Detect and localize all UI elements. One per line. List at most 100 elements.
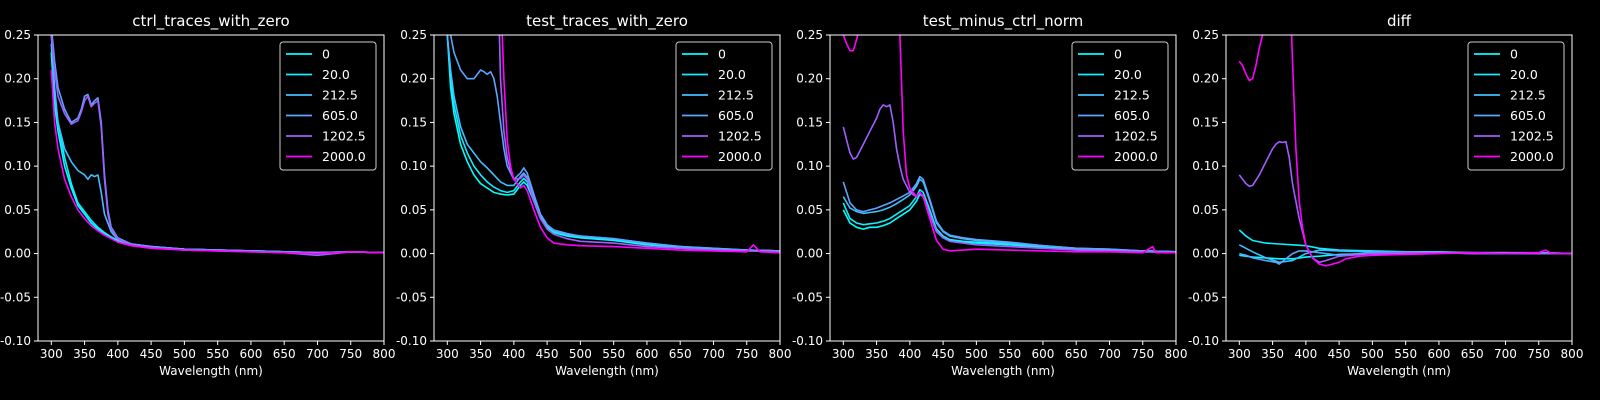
x-tick-label: 750 [1131,347,1154,361]
x-tick-label: 450 [140,347,163,361]
x-tick-label: 400 [1294,347,1317,361]
legend-label: 0 [1114,47,1122,62]
x-tick-label: 550 [602,347,625,361]
x-tick-label: 350 [73,347,96,361]
series-line-2000.0 [50,69,384,255]
x-tick-label: 600 [239,347,262,361]
x-tick-label: 450 [1328,347,1351,361]
x-tick-label: 700 [1494,347,1517,361]
y-tick-label: 0.25 [1192,28,1219,42]
y-tick-label: -0.05 [1188,290,1219,304]
y-tick-label: 0.10 [4,159,31,173]
legend-label: 1202.5 [1510,129,1554,144]
series-line-20.0 [842,188,1176,253]
chart-title: test_minus_ctrl_norm [923,12,1084,31]
y-tick-label: 0.00 [796,247,823,261]
axes-frame [1225,34,1573,342]
x-tick-label: 400 [106,347,129,361]
x-tick-label: 700 [306,347,329,361]
x-tick-label: 350 [469,347,492,361]
legend-label: 1202.5 [1114,129,1158,144]
x-tick-label: 350 [1261,347,1284,361]
x-tick-label: 400 [502,347,525,361]
x-tick-label: 550 [206,347,229,361]
legend: 0 20.0 212.5 605.0 1202.5 2000.0 [1071,41,1169,171]
y-tick-label: 0.25 [796,28,823,42]
x-tick-label: 800 [769,347,792,361]
legend-label: 20.0 [1510,67,1538,82]
legend-label: 605.0 [718,108,754,123]
legend-label: 1202.5 [718,129,762,144]
series-line-1202.5 [1238,140,1572,264]
x-tick-label: 800 [1165,347,1188,361]
legend-label: 212.5 [718,88,754,103]
legend-label: 212.5 [1510,88,1546,103]
y-tick-label: 0.20 [4,72,31,86]
legend-label: 20.0 [718,67,746,82]
x-tick-label: 800 [1561,347,1584,361]
y-tick-label: 0.05 [4,203,31,217]
y-tick-label: 0.10 [400,159,427,173]
legend-label: 605.0 [322,108,358,123]
y-tick-label: 0.25 [400,28,427,42]
series-line-2000.0 [842,35,1176,254]
chart-title: ctrl_traces_with_zero [132,12,289,31]
y-tick-label: 0.00 [400,247,427,261]
y-tick-label: 0.00 [1192,247,1219,261]
y-tick-label: 0.20 [400,72,427,86]
x-tick-label: 600 [1427,347,1450,361]
chart-panel-4: diff 300 350 400 450 500 550 600 650 700 750 800 -0.… [1188,12,1584,378]
x-tick-label: 800 [373,347,396,361]
x-tick-label: 550 [998,347,1021,361]
x-axis-label: Wavelength (nm) [951,364,1055,378]
legend-label: 212.5 [1114,88,1150,103]
legend-label: 1202.5 [322,129,366,144]
series-group [1238,35,1572,267]
x-tick-label: 500 [1361,347,1384,361]
y-tick-label: 0.25 [4,28,31,42]
axes-frame [829,34,1177,342]
legend-label: 2000.0 [1114,149,1158,164]
series-line-1202.5 [842,104,1176,254]
x-tick-label: 750 [735,347,758,361]
series-line-20.0 [446,35,780,252]
y-tick-label: -0.05 [396,290,427,304]
x-axis-label: Wavelength (nm) [555,364,659,378]
axes-frame [433,34,781,342]
x-tick-label: 650 [273,347,296,361]
y-tick-label: 0.15 [796,115,823,129]
y-tick-label: 0.10 [796,159,823,173]
legend: 0 20.0 212.5 605.0 1202.5 2000.0 [279,41,377,171]
x-tick-label: 650 [669,347,692,361]
x-tick-label: 500 [173,347,196,361]
y-tick-label: 0.05 [400,203,427,217]
x-axis-label: Wavelength (nm) [1347,364,1451,378]
y-tick-label: 0.15 [4,115,31,129]
x-tick-label: 650 [1065,347,1088,361]
series-line-605.0 [842,175,1176,253]
y-tick-label: 0.20 [796,72,823,86]
series-group [50,35,384,257]
series-line-2000.0 [501,35,780,254]
x-tick-label: 500 [965,347,988,361]
chart-panel-3: test_minus_ctrl_norm 300 350 400 450 500 550 60… [792,12,1188,378]
legend: 0 20.0 212.5 605.0 1202.5 2000.0 [1467,41,1565,171]
y-tick-label: -0.10 [1188,334,1219,348]
y-tick-label: 0.00 [4,247,31,261]
legend-label: 212.5 [322,88,358,103]
legend-label: 0 [718,47,726,62]
x-tick-label: 350 [865,347,888,361]
x-tick-label: 750 [1527,347,1550,361]
x-tick-label: 500 [569,347,592,361]
y-tick-label: 0.05 [796,203,823,217]
series-line-2000.0 [1238,35,1572,267]
y-tick-label: -0.10 [0,334,31,348]
x-axis-label: Wavelength (nm) [159,364,263,378]
x-tick-label: 700 [1098,347,1121,361]
legend-label: 605.0 [1114,108,1150,123]
legend-label: 2000.0 [322,149,366,164]
x-tick-label: 700 [702,347,725,361]
chart-panel-1: ctrl_traces_with_zero 300 350 400 450 500 550 6… [0,12,395,378]
y-tick-label: 0.15 [400,115,427,129]
